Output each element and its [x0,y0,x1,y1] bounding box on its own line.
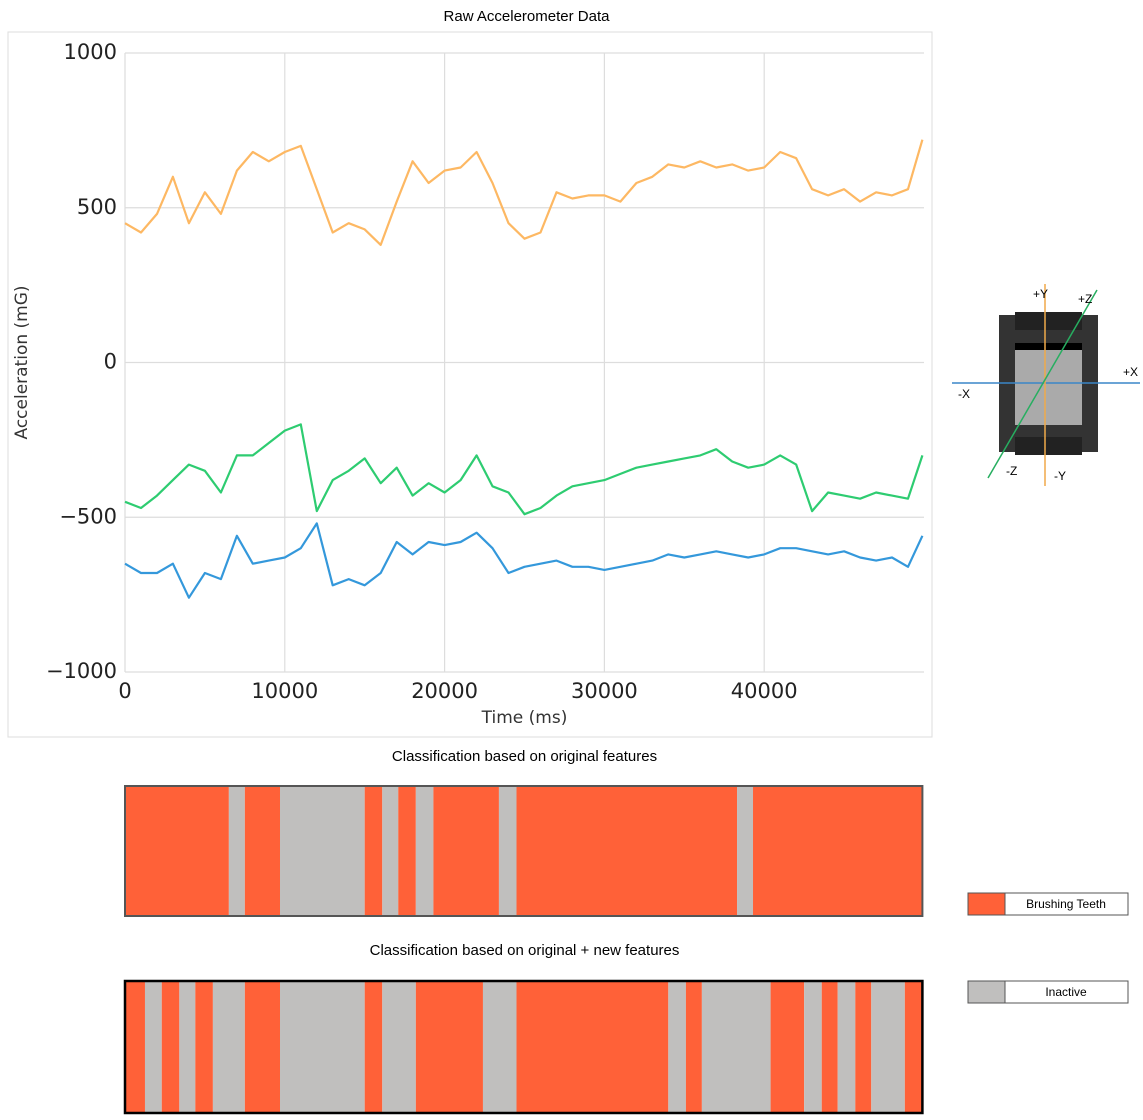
legend-label: Inactive [1045,985,1087,999]
class-segment [822,981,838,1113]
class-segment [416,786,434,916]
x-tick-label: 40000 [731,679,798,703]
class-segment [855,981,871,1113]
class-segment [416,981,483,1113]
class-segment [771,981,805,1113]
class-segment [245,786,280,916]
class-segment [195,981,213,1113]
class-segment [737,786,753,916]
class-segment [398,786,416,916]
chart-title: Classification based on original + new f… [370,942,680,959]
x-tick-label: 30000 [571,679,638,703]
class-segment [517,981,669,1113]
chart-title: Classification based on original feature… [392,748,657,765]
class-segment [804,981,822,1113]
legend-swatch [968,981,1005,1003]
x-axis-label: Time (ms) [481,708,568,728]
phone-bottom [1015,437,1082,455]
class-segment [483,981,517,1113]
class-segment [517,786,738,916]
y-tick-label: −1000 [46,659,117,683]
class-segment [838,981,856,1113]
phone-strip [1015,343,1082,350]
class-segment [382,981,416,1113]
y-tick-label: 0 [104,350,117,374]
class-segment [229,786,245,916]
y-axis-label: Acceleration (mG) [12,285,32,439]
data-line [125,523,922,597]
class-segment [905,981,923,1113]
class-segment [162,981,180,1113]
data-line [125,424,922,514]
class-segment [753,786,922,916]
chart-title: Raw Accelerometer Data [444,8,611,25]
y-tick-label: −500 [59,504,117,528]
class-segment [145,981,162,1113]
x-tick-label: 0 [118,679,131,703]
class-segment [433,786,499,916]
class-segment [245,981,280,1113]
legend-swatch [968,893,1005,915]
class-segment [280,981,365,1113]
class-segment [499,786,517,916]
axis-label: -Y [1054,469,1066,483]
class-segment [668,981,686,1113]
axis-label: -Z [1006,464,1017,478]
class-segment [125,786,229,916]
class-segment [686,981,702,1113]
phone-top [1015,312,1082,330]
figure: +Y +Z +X -X -Z -Y Brushing Teeth Inactiv… [0,0,1143,1120]
class-segment [365,786,383,916]
phone-diagram: +Y +Z +X -X -Z -Y [952,284,1140,486]
data-line [125,140,922,245]
page: +Y +Z +X -X -Z -Y Brushing Teeth Inactiv… [0,0,1143,1120]
class-segment [382,786,398,916]
legend-label: Brushing Teeth [1026,897,1106,911]
x-tick-label: 20000 [411,679,478,703]
axis-label: +Y [1033,287,1048,301]
figure-frame [8,32,932,737]
y-tick-label: 1000 [64,40,117,64]
class-segment [280,786,365,916]
class-segment [365,981,383,1113]
y-tick-label: 500 [77,195,117,219]
axis-label: +X [1123,365,1138,379]
class-segment [702,981,771,1113]
class-segment [871,981,905,1113]
axis-label: -X [958,387,970,401]
x-tick-label: 10000 [251,679,318,703]
axis-label: +Z [1078,292,1092,306]
class-segment [179,981,195,1113]
class-segment [125,981,145,1113]
class-segment [213,981,245,1113]
